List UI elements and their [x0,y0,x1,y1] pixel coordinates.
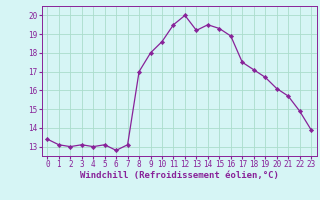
X-axis label: Windchill (Refroidissement éolien,°C): Windchill (Refroidissement éolien,°C) [80,171,279,180]
